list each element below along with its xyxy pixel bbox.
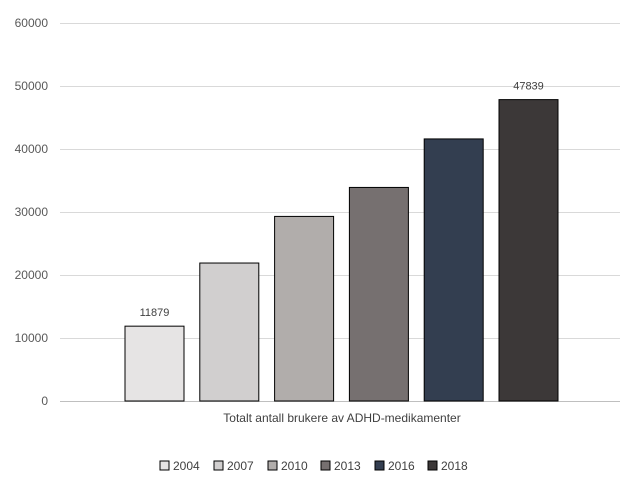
y-axis-tick-labels: 0 10000 20000 30000 40000 50000 60000 <box>15 16 49 408</box>
y-tick-label: 20000 <box>15 268 49 282</box>
data-label-2018: 47839 <box>513 81 544 93</box>
data-labels: 11879 47839 <box>140 81 544 320</box>
y-tick-label: 10000 <box>15 331 49 345</box>
legend-label-2010: 2010 <box>281 459 308 473</box>
legend-swatch-2016 <box>374 460 385 471</box>
legend: 2004 2007 2010 2013 2016 2018 <box>159 459 468 473</box>
bar-2007 <box>199 262 260 402</box>
legend-swatch-2013 <box>320 460 331 471</box>
y-tick-label: 60000 <box>15 16 49 30</box>
bar-2018 <box>498 99 559 402</box>
bar-2016 <box>423 138 484 402</box>
y-tick-label: 40000 <box>15 142 49 156</box>
legend-label-2004: 2004 <box>173 459 200 473</box>
legend-swatch-2004 <box>159 460 170 471</box>
bar-2010 <box>274 215 335 402</box>
legend-label-2007: 2007 <box>227 459 254 473</box>
y-tick-label: 50000 <box>15 79 49 93</box>
bars <box>124 99 559 402</box>
legend-label-2016: 2016 <box>388 459 415 473</box>
legend-swatch-2018 <box>427 460 438 471</box>
bar-2013 <box>348 186 409 402</box>
category-label: Totalt antall brukere av ADHD-medikament… <box>223 411 460 425</box>
legend-swatch-2007 <box>213 460 224 471</box>
legend-swatch-2010 <box>267 460 278 471</box>
legend-label-2013: 2013 <box>334 459 361 473</box>
y-tick-label: 30000 <box>15 205 49 219</box>
legend-label-2018: 2018 <box>441 459 468 473</box>
y-tick-label: 0 <box>41 394 48 408</box>
bar-2004 <box>124 325 185 402</box>
data-label-2004: 11879 <box>140 307 170 319</box>
